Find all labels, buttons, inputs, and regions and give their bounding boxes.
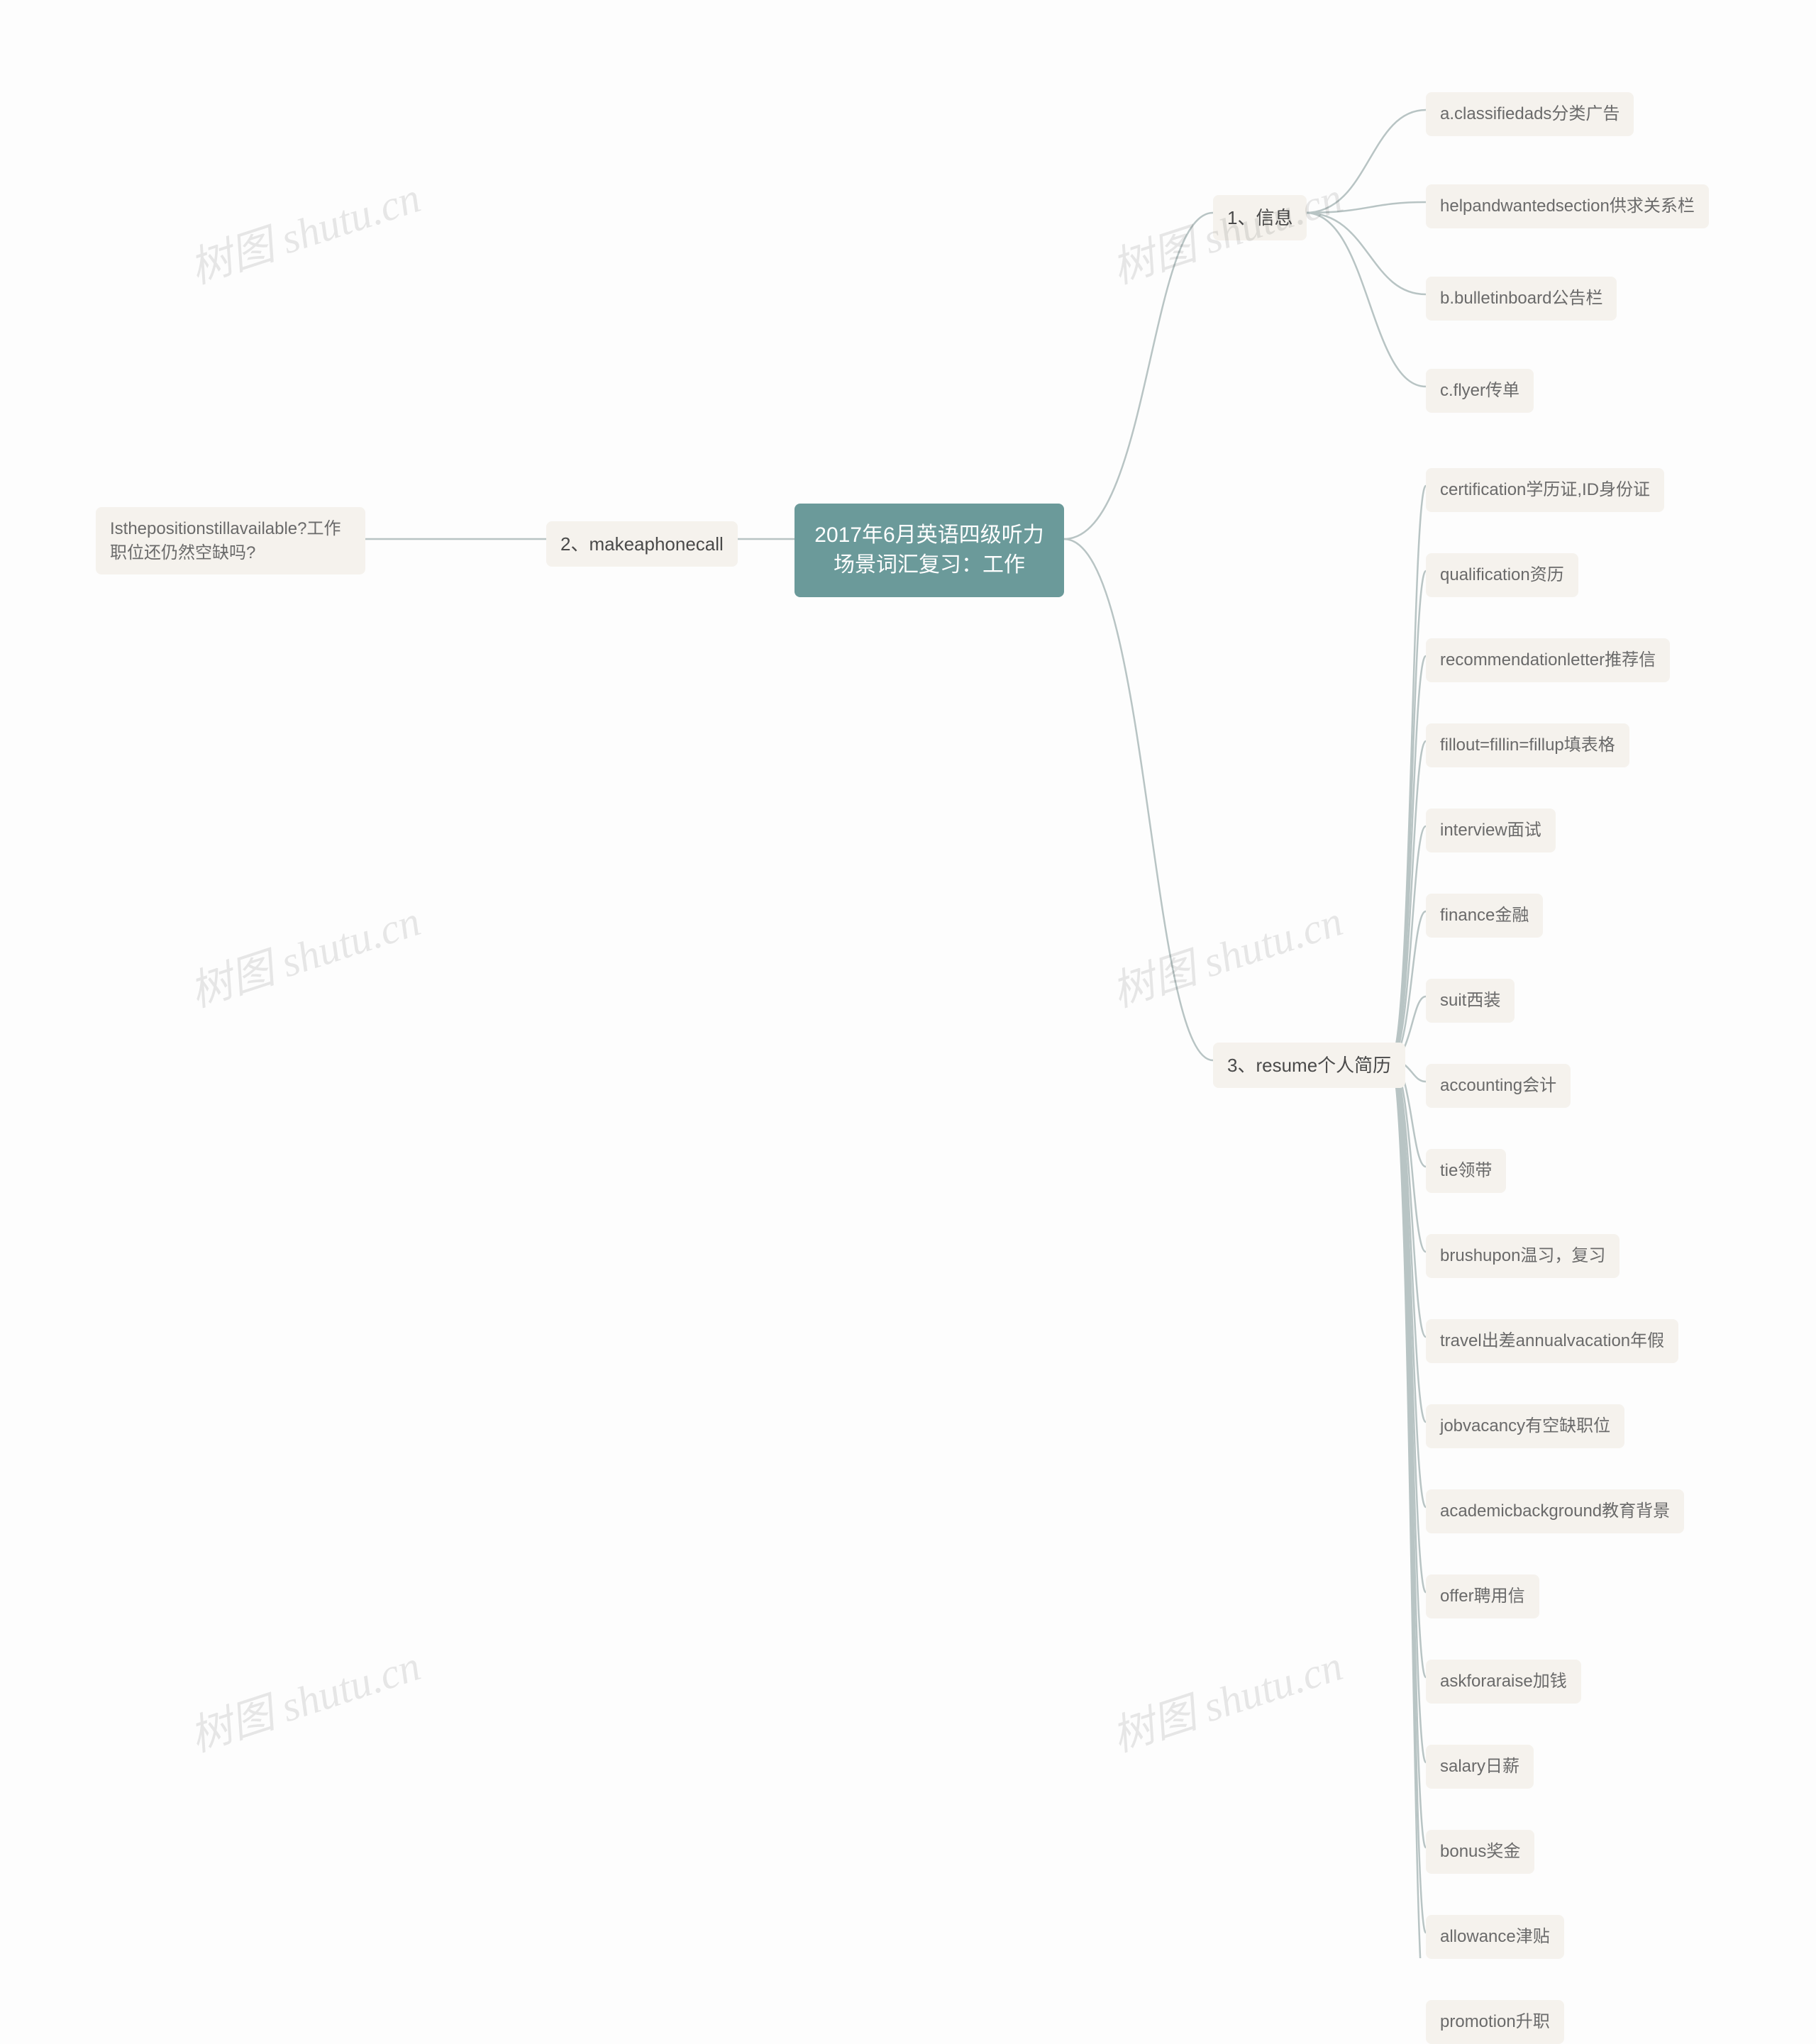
branch-3-leaf-13[interactable]: offer聘用信	[1426, 1574, 1539, 1618]
branch-3-leaf-12[interactable]: academicbackground教育背景	[1426, 1489, 1684, 1533]
leaf-text: recommendationletter推荐信	[1440, 650, 1656, 670]
branch-3-leaf-15[interactable]: salary日薪	[1426, 1745, 1534, 1789]
leaf-text: jobvacancy有空缺职位	[1440, 1416, 1610, 1435]
leaf-text: brushupon温习，复习	[1440, 1246, 1605, 1265]
leaf-text: offer聘用信	[1440, 1587, 1525, 1606]
leaf-text: b.bulletinboard公告栏	[1440, 289, 1602, 308]
branch-3-leaf-2[interactable]: recommendationletter推荐信	[1426, 638, 1670, 682]
watermark: 树图 shutu.cn	[181, 163, 427, 296]
branch-3-leaf-14[interactable]: askforaraise加钱	[1426, 1660, 1581, 1704]
leaf-text: accounting会计	[1440, 1076, 1556, 1095]
watermark: 树图 shutu.cn	[181, 1631, 427, 1764]
leaf-text: Isthepositionstillavailable?工作职位还仍然空缺吗?	[110, 519, 341, 562]
branch-3-leaf-3[interactable]: fillout=fillin=fillup填表格	[1426, 723, 1629, 767]
leaf-text: c.flyer传单	[1440, 381, 1519, 400]
leaf-text: certification学历证,ID身份证	[1440, 480, 1650, 499]
branch-1-label: 1、信息	[1227, 207, 1292, 228]
branch-3-leaf-18[interactable]: promotion升职	[1426, 2000, 1564, 2044]
branch-3-leaf-11[interactable]: jobvacancy有空缺职位	[1426, 1404, 1624, 1448]
leaf-text: allowance津贴	[1440, 1927, 1550, 1946]
watermark: 树图 shutu.cn	[181, 887, 427, 1019]
leaf-text: helpandwantedsection供求关系栏	[1440, 196, 1695, 216]
branch-3-leaf-17[interactable]: allowance津贴	[1426, 1915, 1564, 1959]
branch-3-leaf-10[interactable]: travel出差annualvacation年假	[1426, 1319, 1678, 1363]
branch-2[interactable]: 2、makeaphonecall	[546, 521, 738, 567]
branch-1-leaf-3[interactable]: c.flyer传单	[1426, 369, 1534, 413]
branch-2-leaf-0[interactable]: Isthepositionstillavailable?工作职位还仍然空缺吗?	[96, 507, 365, 574]
leaf-text: bonus奖金	[1440, 1842, 1520, 1861]
leaf-text: finance金融	[1440, 906, 1529, 925]
branch-3[interactable]: 3、resume个人简历	[1213, 1043, 1405, 1088]
branch-3-leaf-0[interactable]: certification学历证,ID身份证	[1426, 468, 1664, 512]
branch-3-label: 3、resume个人简历	[1227, 1055, 1391, 1076]
branch-3-leaf-9[interactable]: brushupon温习，复习	[1426, 1234, 1620, 1278]
leaf-text: askforaraise加钱	[1440, 1672, 1567, 1691]
watermark: 树图 shutu.cn	[1103, 887, 1349, 1019]
branch-3-leaf-1[interactable]: qualification资历	[1426, 553, 1578, 597]
root-line2: 场景词汇复习：工作	[834, 553, 1025, 577]
root-line1: 2017年6月英语四级听力	[814, 523, 1043, 547]
branch-2-label: 2、makeaphonecall	[560, 533, 724, 555]
leaf-text: a.classifiedads分类广告	[1440, 104, 1620, 123]
leaf-text: academicbackground教育背景	[1440, 1501, 1670, 1521]
branch-1-leaf-2[interactable]: b.bulletinboard公告栏	[1426, 277, 1617, 321]
branch-3-leaf-4[interactable]: interview面试	[1426, 809, 1556, 852]
branch-3-leaf-6[interactable]: suit西装	[1426, 979, 1515, 1023]
branch-1[interactable]: 1、信息	[1213, 195, 1307, 240]
leaf-text: fillout=fillin=fillup填表格	[1440, 735, 1615, 755]
branch-3-leaf-5[interactable]: finance金融	[1426, 894, 1543, 938]
branch-1-leaf-0[interactable]: a.classifiedads分类广告	[1426, 92, 1634, 136]
leaf-text: interview面试	[1440, 821, 1541, 840]
leaf-text: promotion升职	[1440, 2012, 1550, 2031]
leaf-text: suit西装	[1440, 991, 1500, 1010]
leaf-text: qualification资历	[1440, 565, 1564, 584]
leaf-text: tie领带	[1440, 1161, 1492, 1180]
leaf-text: salary日薪	[1440, 1757, 1519, 1776]
leaf-text: travel出差annualvacation年假	[1440, 1331, 1664, 1350]
branch-1-leaf-1[interactable]: helpandwantedsection供求关系栏	[1426, 184, 1709, 228]
branch-3-leaf-7[interactable]: accounting会计	[1426, 1064, 1571, 1108]
branch-3-leaf-16[interactable]: bonus奖金	[1426, 1830, 1534, 1874]
watermark: 树图 shutu.cn	[1103, 1631, 1349, 1764]
branch-3-leaf-8[interactable]: tie领带	[1426, 1149, 1506, 1193]
root-node[interactable]: 2017年6月英语四级听力 场景词汇复习：工作	[794, 504, 1064, 597]
